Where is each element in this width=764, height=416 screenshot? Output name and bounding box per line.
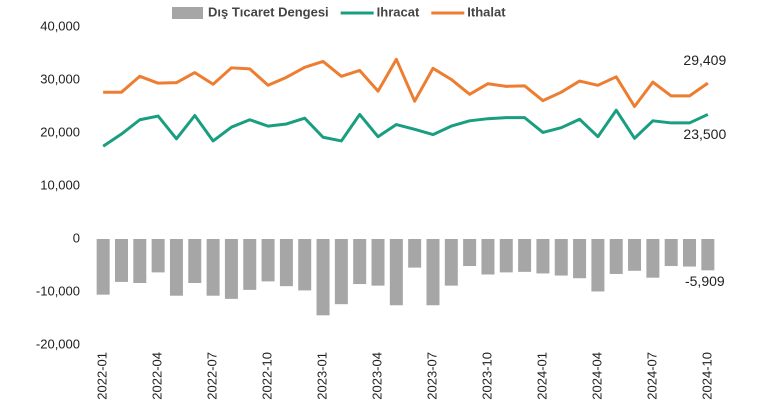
y-tick-label: 30,000 <box>40 71 80 86</box>
y-tick-label: 40,000 <box>40 18 80 33</box>
bar <box>151 239 165 273</box>
bar <box>554 239 568 276</box>
legend-label: Ithalat <box>467 4 506 19</box>
bar <box>628 239 642 271</box>
legend-label: Ihracat <box>377 4 420 19</box>
line <box>102 108 709 148</box>
y-tick-label: 10,000 <box>40 177 80 192</box>
bar <box>536 239 550 274</box>
x-tick-label: 2022-07 <box>205 352 220 400</box>
bar <box>499 239 513 273</box>
bar <box>609 239 623 274</box>
value-label: 29,409 <box>683 52 726 68</box>
bar <box>701 239 715 271</box>
x-tick-label: 2022-04 <box>150 352 165 400</box>
y-tick-label: -20,000 <box>36 336 80 351</box>
bar <box>463 239 477 267</box>
x-tick-label: 2024-01 <box>534 352 549 400</box>
x-tick-label: 2024-07 <box>644 352 659 400</box>
bar <box>426 239 440 306</box>
x-tick-label: 2023-10 <box>479 352 494 400</box>
x-tick-label: 2023-07 <box>424 352 439 400</box>
bar <box>188 239 202 283</box>
bar <box>298 239 312 291</box>
y-tick-label: -10,000 <box>36 283 80 298</box>
bar <box>279 239 293 287</box>
bar <box>334 239 348 305</box>
bar <box>646 239 660 278</box>
line <box>103 57 709 108</box>
y-tick-label: 0 <box>73 230 80 245</box>
bar <box>573 239 587 279</box>
legend-label: Dış Tıcaret Dengesi <box>208 4 329 19</box>
bar <box>96 239 110 295</box>
bar <box>389 239 403 306</box>
value-label: 23,500 <box>683 126 726 142</box>
bar <box>261 239 275 282</box>
bar <box>591 239 605 292</box>
legend-swatch <box>172 7 203 19</box>
bar <box>371 239 385 286</box>
y-tick-label: 20,000 <box>40 124 80 139</box>
bar <box>408 239 422 268</box>
bar <box>664 239 678 267</box>
bar <box>353 239 367 285</box>
bar <box>243 239 257 290</box>
bar <box>316 239 330 316</box>
x-tick-label: 2023-01 <box>314 352 329 400</box>
x-tick-label: 2024-10 <box>699 352 714 400</box>
value-label: -5,909 <box>685 273 725 289</box>
x-tick-label: 2024-04 <box>589 352 604 400</box>
x-tick-label: 2022-10 <box>260 352 275 400</box>
bar <box>683 239 697 267</box>
bar <box>224 239 238 299</box>
x-tick-label: 2023-04 <box>369 352 384 400</box>
bar <box>169 239 183 296</box>
bar <box>444 239 458 286</box>
bar <box>206 239 220 296</box>
bar <box>518 239 532 272</box>
bar <box>481 239 495 275</box>
bar <box>114 239 128 282</box>
x-tick-label: 2022-01 <box>95 352 110 400</box>
bar <box>133 239 147 283</box>
